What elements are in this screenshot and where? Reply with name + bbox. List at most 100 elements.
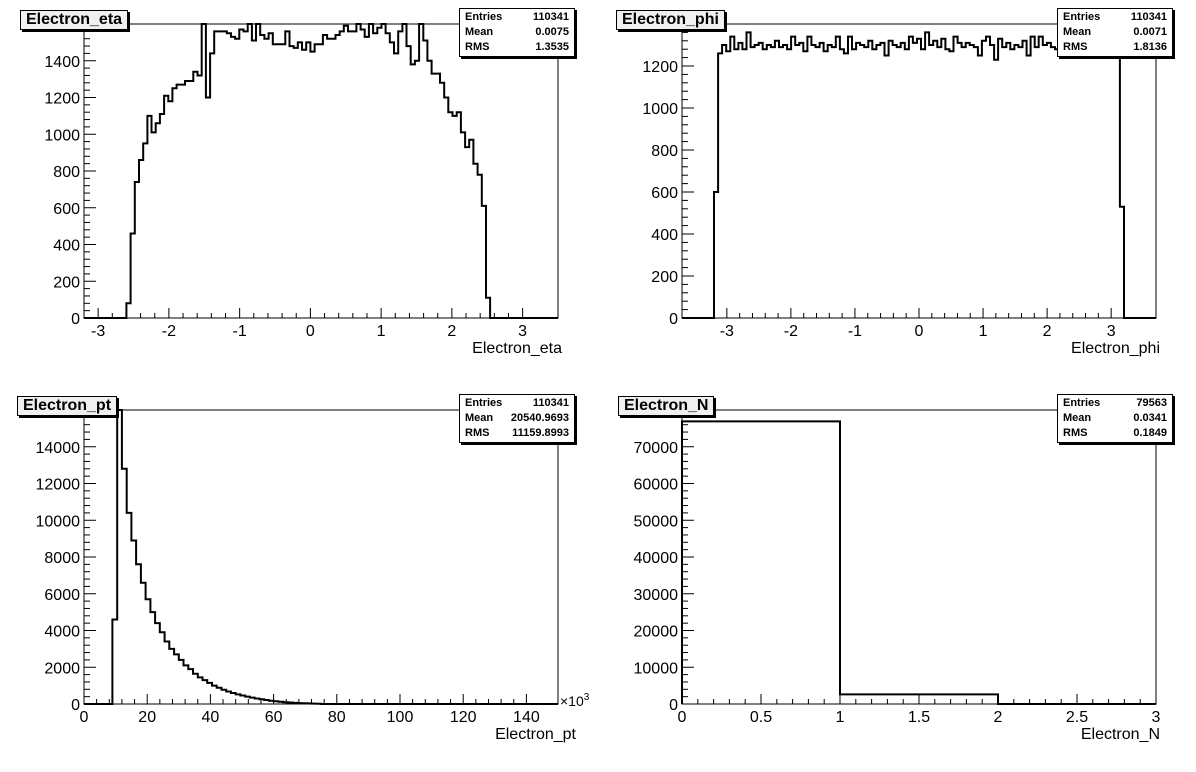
histogram-bin: [682, 421, 840, 704]
x-tick-label: 0: [915, 323, 924, 340]
stats-box: Entries 79563 Mean 0.0341 RMS 0.1849: [1057, 394, 1173, 443]
histogram-bin: [297, 703, 302, 704]
histogram-bin: [864, 47, 868, 318]
y-tick-label: 800: [651, 143, 678, 160]
histogram-bin: [146, 599, 151, 704]
x-tick-label: -1: [848, 323, 862, 340]
x-tick-label: 0: [80, 709, 89, 726]
histogram-bin: [302, 703, 307, 704]
x-tick-label: 2: [447, 323, 456, 340]
histogram-bin: [184, 665, 189, 704]
x-tick-label: 2: [1043, 323, 1052, 340]
histogram-bin: [239, 30, 243, 318]
x-tick-label: 1: [979, 323, 988, 340]
histogram-bin: [306, 42, 310, 318]
histogram-bin: [323, 35, 327, 318]
histogram-bin: [901, 43, 905, 318]
histogram-bin: [407, 46, 411, 318]
stats-rms-label: RMS: [1063, 41, 1088, 53]
stats-mean-label: Mean: [1063, 26, 1092, 38]
histogram-bin: [783, 45, 787, 318]
histogram-bin: [1014, 45, 1018, 318]
histogram-bin: [245, 697, 250, 704]
histogram-bin: [281, 44, 285, 318]
histogram-bin: [828, 45, 832, 318]
chart-title: Electron_pt: [17, 396, 118, 416]
y-tick-label: 2000: [44, 660, 80, 677]
histogram-bin: [1051, 47, 1055, 318]
x-tick-label: 3: [518, 323, 527, 340]
histogram-bin: [811, 45, 815, 318]
histogram-bin: [807, 37, 811, 318]
histogram-bin: [415, 61, 419, 318]
histogram-bin: [990, 45, 994, 318]
histogram-bin: [1063, 45, 1067, 318]
histogram-bin: [884, 56, 888, 319]
histogram-bin: [1002, 47, 1006, 318]
histogram-bin: [799, 43, 803, 318]
histogram-bin: [377, 28, 381, 318]
histogram-bin: [315, 44, 319, 318]
histogram-bin: [206, 98, 210, 319]
x-tick-label: 0.5: [750, 709, 772, 726]
stats-rms-label: RMS: [465, 427, 490, 439]
histogram-bin: [139, 160, 143, 318]
histogram-bin: [188, 669, 193, 704]
histogram-bin: [482, 206, 486, 318]
histogram-bin: [1100, 47, 1104, 318]
histogram-bin: [937, 47, 941, 318]
x-axis-title: Electron_phi: [1071, 340, 1160, 357]
histogram-bin: [386, 33, 390, 318]
histogram-bin: [962, 47, 966, 318]
histogram-bin: [203, 680, 208, 704]
x-axis-multiplier: ×103: [560, 692, 590, 709]
y-tick-label: 600: [53, 201, 80, 218]
histogram-bin: [1010, 49, 1014, 318]
histogram-bin: [1035, 47, 1039, 318]
histogram-bin: [970, 45, 974, 318]
histogram-bin: [929, 45, 933, 318]
histogram-bin: [390, 42, 394, 318]
stats-mean-label: Mean: [465, 26, 494, 38]
stats-mean-value: 20540.9693: [510, 412, 569, 424]
histogram-bin: [1104, 45, 1108, 318]
y-tick-label: 40000: [634, 550, 679, 567]
histogram-bin: [876, 45, 880, 318]
histogram-bin: [160, 632, 165, 704]
histogram-bin: [179, 660, 184, 704]
y-tick-label: 50000: [634, 513, 679, 530]
x-tick-label: 2.5: [1066, 709, 1088, 726]
histogram-bin: [921, 49, 925, 318]
x-tick-label: -3: [720, 323, 734, 340]
histogram-bin: [1079, 45, 1083, 318]
y-tick-label: 1200: [642, 59, 678, 76]
histogram-bin: [840, 49, 844, 318]
histogram-bin: [147, 116, 151, 318]
electron-n-panel: 0100002000030000400005000060000700008000…: [598, 386, 1196, 772]
histogram-bin: [348, 31, 352, 318]
stats-mean-label: Mean: [465, 412, 494, 424]
electron-eta-panel: 02004006008001000120014001600-3-2-10123 …: [0, 0, 598, 386]
y-tick-label: 1000: [44, 127, 80, 144]
histogram-bin: [457, 112, 461, 318]
histogram-bin: [1018, 47, 1022, 318]
y-tick-label: 8000: [44, 550, 80, 567]
histogram-bin: [289, 46, 293, 318]
y-tick-label: 0: [669, 697, 678, 714]
histogram-bin: [958, 43, 962, 318]
histogram-bin: [221, 690, 226, 704]
x-axis-title: Electron_N: [1080, 726, 1160, 743]
histogram-bin: [832, 47, 836, 318]
histogram-bin: [269, 701, 274, 704]
y-tick-label: 14000: [36, 440, 81, 457]
histogram-bin: [836, 37, 840, 318]
histogram-bin: [207, 683, 212, 704]
histogram-outline: [681, 420, 1156, 705]
x-tick-label: 60: [265, 709, 283, 726]
stats-box: Entries 110341 Mean 0.0071 RMS 1.8136: [1057, 8, 1173, 57]
histogram-bin: [925, 32, 929, 318]
histogram-bin: [1039, 37, 1043, 318]
histogram-bin: [344, 26, 348, 318]
histogram-bin: [250, 698, 255, 704]
stats-entries-value: 79563: [1136, 397, 1167, 409]
